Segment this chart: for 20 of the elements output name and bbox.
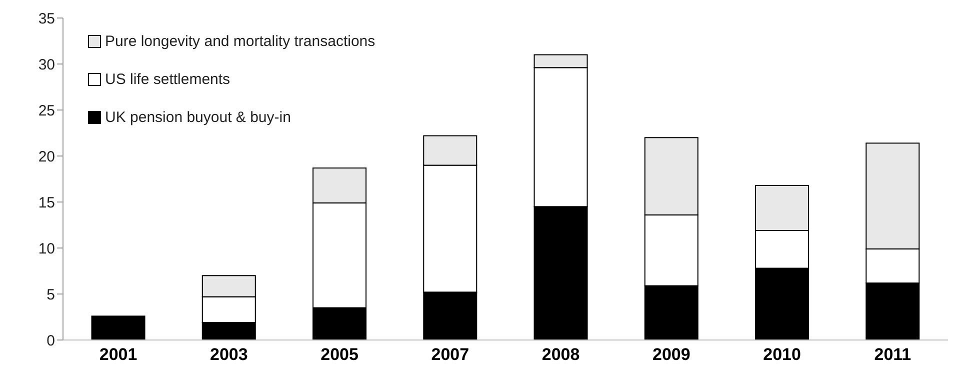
x-tick-label: 2007: [431, 345, 470, 364]
y-tick-label: 10: [38, 240, 55, 258]
legend-label: Pure longevity and mortality transactions: [105, 32, 376, 50]
x-tick-label: 2005: [320, 345, 358, 364]
x-tick-label: 2010: [763, 345, 801, 364]
x-tick-label: 2008: [542, 345, 580, 364]
y-tick-label: 35: [38, 10, 55, 28]
y-tick-label: 15: [38, 194, 55, 212]
y-tick-label: 25: [38, 102, 55, 120]
x-tick-label: 2011: [874, 345, 912, 364]
y-tick-label: 30: [38, 56, 55, 74]
x-tick-label: 2003: [210, 345, 248, 364]
bar: [91, 316, 146, 340]
x-tick-label: 2009: [652, 345, 690, 364]
x-tick-label: 2001: [99, 345, 138, 364]
y-tick-label: 5: [46, 286, 55, 304]
legend-label: UK pension buyout & buy-in: [105, 108, 291, 126]
y-tick-label: 0: [46, 332, 55, 350]
legend-label: US life settlements: [105, 70, 230, 88]
y-tick-label: 20: [38, 148, 55, 166]
